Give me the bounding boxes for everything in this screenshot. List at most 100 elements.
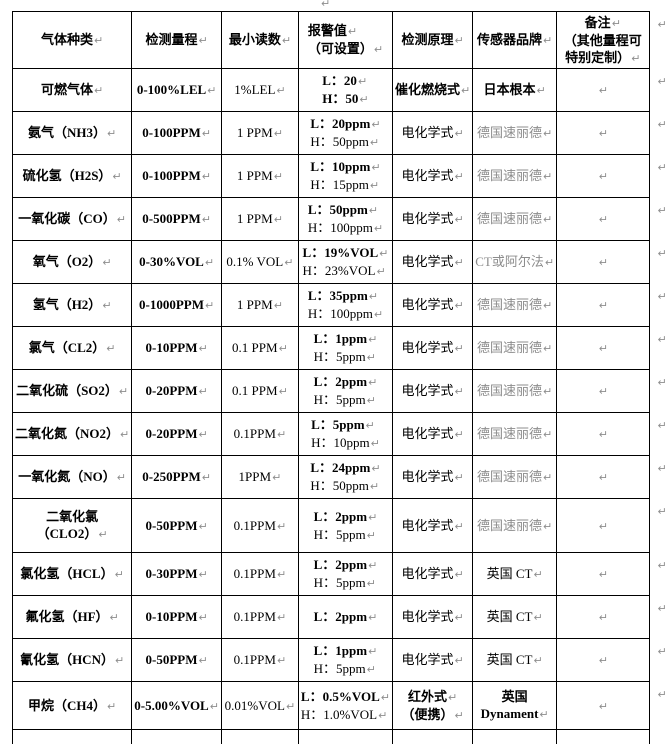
text-line: 电化学式↵ xyxy=(401,253,463,271)
text-line: 0-10PPM↵ xyxy=(145,339,207,357)
cell-content: ↵ xyxy=(598,468,608,486)
cell-detection-principle: 电化学式↵ xyxy=(391,240,474,284)
min-reading-text: 0.1PPM xyxy=(233,566,276,581)
cell-gas-type: 二氧化氯 （CLO2）↵ xyxy=(11,498,133,553)
paragraph-mark-icon: ↵ xyxy=(454,34,464,47)
alarm-value-text: L：50ppm xyxy=(307,202,368,217)
cell-content: 0-10PPM↵ xyxy=(145,608,207,626)
text-line: 0-1000PPM↵ xyxy=(139,296,214,314)
text-line: 德国速丽德↵ xyxy=(477,425,552,443)
cell-note: ↵ xyxy=(556,111,650,155)
cell-gas-type: 氧气（O2）↵ xyxy=(11,240,133,284)
alarm-value-text: H：5ppm xyxy=(313,575,366,590)
paragraph-mark-icon: ↵ xyxy=(460,84,471,97)
paragraph-mark-icon: ↵ xyxy=(276,519,287,533)
cell-min-reading: 0.1PPM↵ xyxy=(220,638,299,682)
text-line: 0.1PPM↵ xyxy=(234,651,287,669)
paragraph-mark-icon: ↵ xyxy=(368,204,378,217)
cell-sensor-brand: 德国速丽德↵ xyxy=(472,369,558,413)
cell-detection-range: 0-10PPM↵ xyxy=(131,595,222,639)
cell-content: 0.1PPM↵ xyxy=(234,565,287,583)
table-row: 一氧化氮（NO）↵ 0-250PPM↵ 1PPM↵ L：24ppm↵ H：50ppm↵ 电… xyxy=(11,455,671,499)
cell-min-reading: 1PPM↵ xyxy=(220,455,299,499)
cell-content: 电化学式↵ xyxy=(401,517,463,535)
cell-detection-principle: 电化学式↵ xyxy=(391,638,474,682)
text-line: 德国速丽德↵ xyxy=(477,339,552,357)
cell-content: L：0.5%VOL↵ H：1.0%VOL↵ xyxy=(301,688,390,724)
sensor-brand-text: Dynament xyxy=(480,706,539,721)
min-reading-text: 1 PPM xyxy=(236,211,273,226)
sensor-brand-text: 德国速丽德 xyxy=(477,517,543,533)
paragraph-mark-icon: ↵ xyxy=(368,645,378,658)
cell-sensor-brand: 德国速丽德↵ xyxy=(472,326,558,370)
paragraph-mark-icon: ↵ xyxy=(112,170,122,183)
detection-principle-text: 催化燃烧式 xyxy=(394,82,460,97)
cell-content: 德国速丽德↵ xyxy=(477,124,552,142)
gas-type-text: 一氧化碳（CO） xyxy=(18,211,116,226)
detection-range-text: 0-50PPM xyxy=(145,517,198,533)
paragraph-mark-icon: ↵ xyxy=(276,568,287,581)
cell-detection-principle: 电化学式↵ xyxy=(391,595,474,639)
text-line: 氯化氢（HCL）↵ xyxy=(20,565,123,583)
header-min-reading: 最小读数↵ xyxy=(220,11,299,69)
paragraph-mark-icon: ↵ xyxy=(543,34,553,47)
text-line: H：5ppm↵ xyxy=(314,660,378,678)
paragraph-mark-icon: ↵ xyxy=(369,179,380,192)
text-line: 英国 CT↵ xyxy=(487,608,543,626)
detection-principle-text: 电化学式 xyxy=(401,125,454,140)
sensor-brand-text: 德国速丽德 xyxy=(477,426,543,441)
text-line: 电化学式↵ xyxy=(401,517,463,535)
table-row: 氨气（NH3）↵ 0-100PPM↵ 1 PPM↵ L：20ppm↵ H：50ppm↵ 电… xyxy=(11,111,671,155)
cell-content: L：2ppm↵ H：5ppm↵ xyxy=(314,556,378,592)
cell-content: 0-30PPM↵ xyxy=(145,565,207,583)
cell-alarm-value: L：35ppm↵ H：100ppm↵ xyxy=(297,283,393,327)
cell-content: 1 PPM↵ xyxy=(237,124,283,142)
cell-detection-range: 0-250PPM↵ xyxy=(131,455,222,499)
alarm-value-text: H：100ppm xyxy=(307,220,373,235)
text-line: 电化学式↵ xyxy=(401,608,463,626)
paragraph-mark-icon: ↵ xyxy=(114,654,125,667)
cell-content: ↵ xyxy=(598,124,608,142)
paragraph-mark-icon: ↵ xyxy=(598,342,608,355)
cell-min-reading: 0.1PPM↵ xyxy=(220,595,299,639)
cell-note: ↵ xyxy=(556,326,650,370)
cell-sensor-brand: 德国速丽德↵ xyxy=(472,455,558,499)
detection-principle-text: 电化学式 xyxy=(401,426,454,441)
cell-content: 德国速丽德↵ xyxy=(477,339,552,357)
cell-content: 电化学式↵ xyxy=(401,339,463,357)
sensor-brand-text: 德国速丽德 xyxy=(477,383,543,398)
detection-range-text: 0-20PPM xyxy=(145,383,198,398)
text-line: 0-250PPM↵ xyxy=(142,468,211,486)
cell-content: 电化学式↵ xyxy=(401,651,463,669)
detection-principle-text: （便携） xyxy=(401,706,454,722)
cell-content: 甲烷（CH4）↵ xyxy=(28,697,116,715)
min-reading-text: 1 PPM xyxy=(236,125,273,140)
paragraph-mark-icon: ↵ xyxy=(379,247,389,260)
cell-content: L：35ppm↵ H：100ppm↵ xyxy=(308,287,383,323)
alarm-value-text: H：5ppm xyxy=(313,349,366,364)
cell-detection-range: 0-100PPM↵ xyxy=(131,154,222,198)
cell-note: ↵ xyxy=(556,681,650,730)
cell-detection-range: 0-30%VOL↵ xyxy=(131,240,222,284)
cell-content: 0-20PPM↵ xyxy=(145,382,207,400)
text-line: L：2ppm↵ xyxy=(314,373,378,391)
cell-content: 0-250PPM↵ xyxy=(142,468,211,486)
cell-content: ↵ xyxy=(598,382,608,400)
alarm-value-text: H：10ppm xyxy=(311,435,370,450)
cell-content: ↵ xyxy=(598,697,608,715)
detection-range-text: 检测量程 xyxy=(145,32,198,47)
cell-content: 0-50PPM↵ xyxy=(145,651,207,669)
cell-alarm-value: L：19%VOL↵ H：23%VOL↵ xyxy=(297,240,393,284)
cell-min-reading: 1 PPM↵ xyxy=(220,197,299,241)
cell-content: 电化学式↵ xyxy=(401,167,463,185)
cell-content: 氧气（O2）↵ xyxy=(33,253,112,271)
paragraph-mark-icon: ↵ xyxy=(657,418,667,432)
note-text: 特别定制） xyxy=(565,49,631,65)
cell-note: ↵ xyxy=(556,638,650,682)
cell-alarm-value: L：2ppm↵ H：5ppm↵ xyxy=(297,498,393,553)
text-line: 气体种类↵ xyxy=(41,31,103,49)
table-row: 氟化氢（HF）↵ 0-10PPM↵ 0.1PPM↵ L：2ppm↵ 电化学式↵ 英国 CT… xyxy=(11,595,671,639)
text-line: H：50ppm↵ xyxy=(310,477,380,495)
table-body: 可燃气体↵ 0-100%LEL↵ 1%LEL↵ L：20↵ H：50↵ 催化燃烧式↵ 日本根… xyxy=(11,68,671,744)
detection-range-text: 0-10PPM xyxy=(145,609,198,624)
